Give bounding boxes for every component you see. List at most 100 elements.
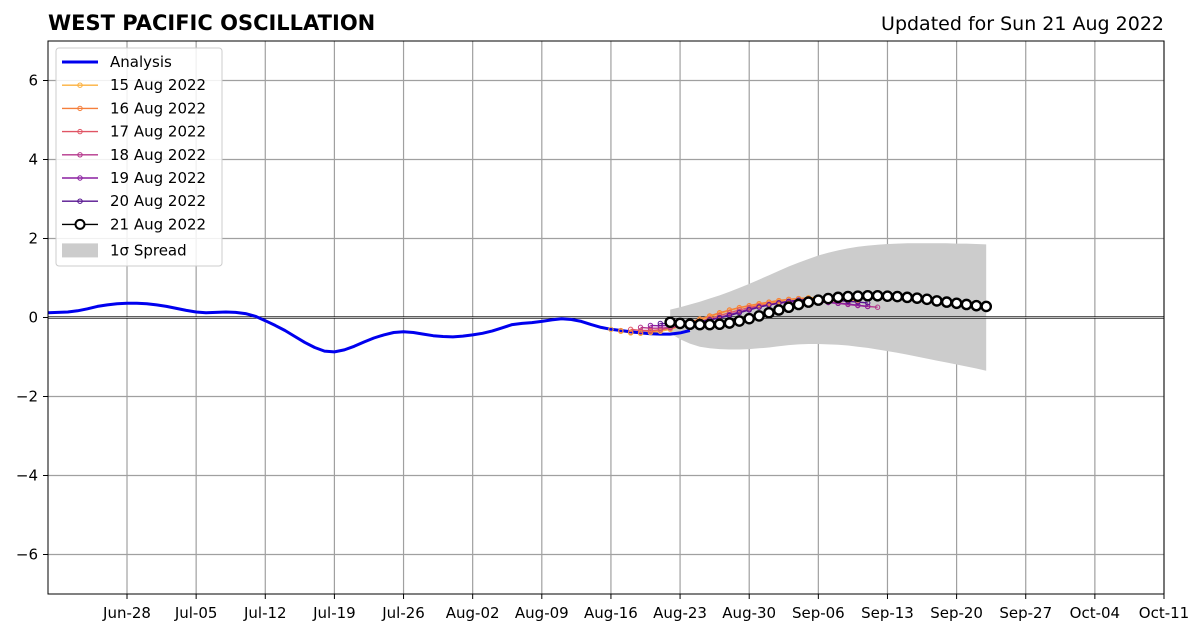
latest-forecast-point [940, 296, 953, 308]
x-tick-label: Jul-05 [174, 604, 218, 622]
legend-swatch-marker [77, 82, 83, 88]
latest-forecast-point [960, 298, 973, 311]
latest-forecast-point [881, 290, 894, 302]
latest-forecast-point [921, 293, 933, 306]
forecast-point [637, 327, 644, 334]
latest-forecast-point [931, 295, 943, 307]
latest-forecast-point [664, 316, 676, 329]
latest-forecast-point [713, 318, 726, 331]
legend-label: 21 Aug 2022 [110, 215, 206, 233]
forecast-point [637, 324, 644, 331]
forecast-point [618, 327, 624, 334]
forecast-point [874, 304, 881, 310]
latest-forecast-point [733, 315, 746, 327]
forecast-point [736, 310, 743, 316]
latest-forecast-point [723, 317, 736, 329]
legend-swatch-marker [74, 218, 86, 230]
legend-swatch-marker [77, 152, 83, 158]
latest-forecast-point [871, 289, 884, 302]
x-tick-label: Oct-04 [1070, 604, 1120, 622]
legend-swatch-marker [77, 128, 83, 135]
latest-forecast-point [891, 290, 904, 303]
forecast-point [776, 297, 782, 304]
analysis-line [47, 301, 691, 354]
forecast-point [716, 312, 723, 319]
x-tick-label: Aug-23 [653, 604, 707, 622]
latest-forecast-point [753, 310, 765, 322]
x-tick-label: Oct-11 [1139, 604, 1189, 622]
latest-forecast-point [980, 300, 993, 313]
legend-label: 16 Aug 2022 [110, 99, 206, 117]
forecast-point [657, 320, 664, 327]
legend-label: Analysis [110, 53, 172, 71]
forecast-point [637, 329, 644, 336]
forecast-point [647, 327, 654, 334]
forecast-point [756, 304, 762, 310]
forecast-point [855, 302, 861, 308]
latest-forecast-point [694, 318, 706, 331]
x-tick-label: Sep-06 [792, 604, 845, 622]
legend-label: 17 Aug 2022 [110, 123, 206, 141]
y-tick-label: 0 [28, 309, 38, 327]
latest-forecast-point [970, 299, 983, 312]
y-tick-label: −4 [16, 467, 38, 485]
latest-forecast-point [674, 317, 686, 330]
forecast-point [746, 307, 752, 313]
latest-forecast-point [703, 318, 716, 331]
latest-forecast-point [792, 298, 805, 311]
y-tick-label: 2 [28, 230, 38, 248]
forecast-point [746, 304, 752, 311]
x-tick-label: Jul-19 [312, 604, 356, 622]
x-tick-label: Aug-09 [515, 604, 569, 622]
spread-band-area [670, 243, 987, 371]
x-tick-label: Sep-27 [999, 604, 1052, 622]
forecast-point [657, 323, 664, 329]
latest-forecast-point [802, 296, 815, 308]
forecast-point [726, 310, 733, 316]
y-tick-label: 4 [28, 151, 38, 169]
legend-box [55, 47, 223, 267]
legend-label: 18 Aug 2022 [110, 146, 206, 164]
spread-band [670, 243, 987, 371]
latest-forecast-point [743, 312, 756, 325]
latest-forecast-point [911, 292, 923, 304]
x-axis: Jun-28 Jul-05 Jul-12 Jul-19 Jul-26 Aug-02 Aug-… [102, 594, 1189, 622]
y-tick-label: −2 [16, 388, 38, 406]
forecast-point [627, 329, 634, 335]
y-tick-label: 6 [28, 72, 38, 90]
x-tick-label: Sep-20 [930, 604, 983, 622]
latest-forecast-point [861, 289, 874, 302]
y-tick-label: −6 [16, 546, 38, 564]
forecast-point [647, 325, 654, 331]
latest-forecast-point [763, 306, 775, 319]
x-tick-label: Aug-02 [446, 604, 500, 622]
forecast-point [627, 326, 634, 333]
legend: Analysis 15 Aug 2022 16 Aug 2022 17 Aug 202… [55, 47, 223, 267]
latest-forecast-point [812, 294, 825, 306]
legend-label: 20 Aug 2022 [110, 192, 206, 210]
x-tick-label: Jul-26 [381, 604, 425, 622]
x-tick-label: Aug-30 [722, 604, 776, 622]
legend-swatch-marker [77, 105, 83, 112]
forecast-point [865, 303, 871, 310]
latest-forecast-point [852, 290, 864, 302]
latest-forecast-point [832, 291, 844, 304]
latest-forecast-point [684, 318, 696, 331]
x-tick-label: Aug-16 [584, 604, 638, 622]
legend-label: 1σ Spread [110, 241, 187, 259]
x-tick-label: Sep-13 [861, 604, 914, 622]
forecast-point [756, 300, 762, 307]
legend-label: 19 Aug 2022 [110, 169, 206, 187]
legend-swatch-marker [77, 175, 83, 181]
legend-swatch-marker [77, 198, 83, 204]
latest-forecast-point [842, 290, 854, 303]
forecast-point [736, 307, 743, 313]
x-tick-label: Jul-12 [243, 604, 287, 622]
latest-forecast-point [901, 291, 914, 304]
y-axis: −6 −4 −2 0 2 4 6 [16, 72, 48, 564]
series-markers [608, 289, 993, 336]
latest-forecast-point [773, 304, 785, 316]
chart-title: WEST PACIFIC OSCILLATION [48, 11, 375, 35]
latest-forecast-point [822, 292, 835, 305]
